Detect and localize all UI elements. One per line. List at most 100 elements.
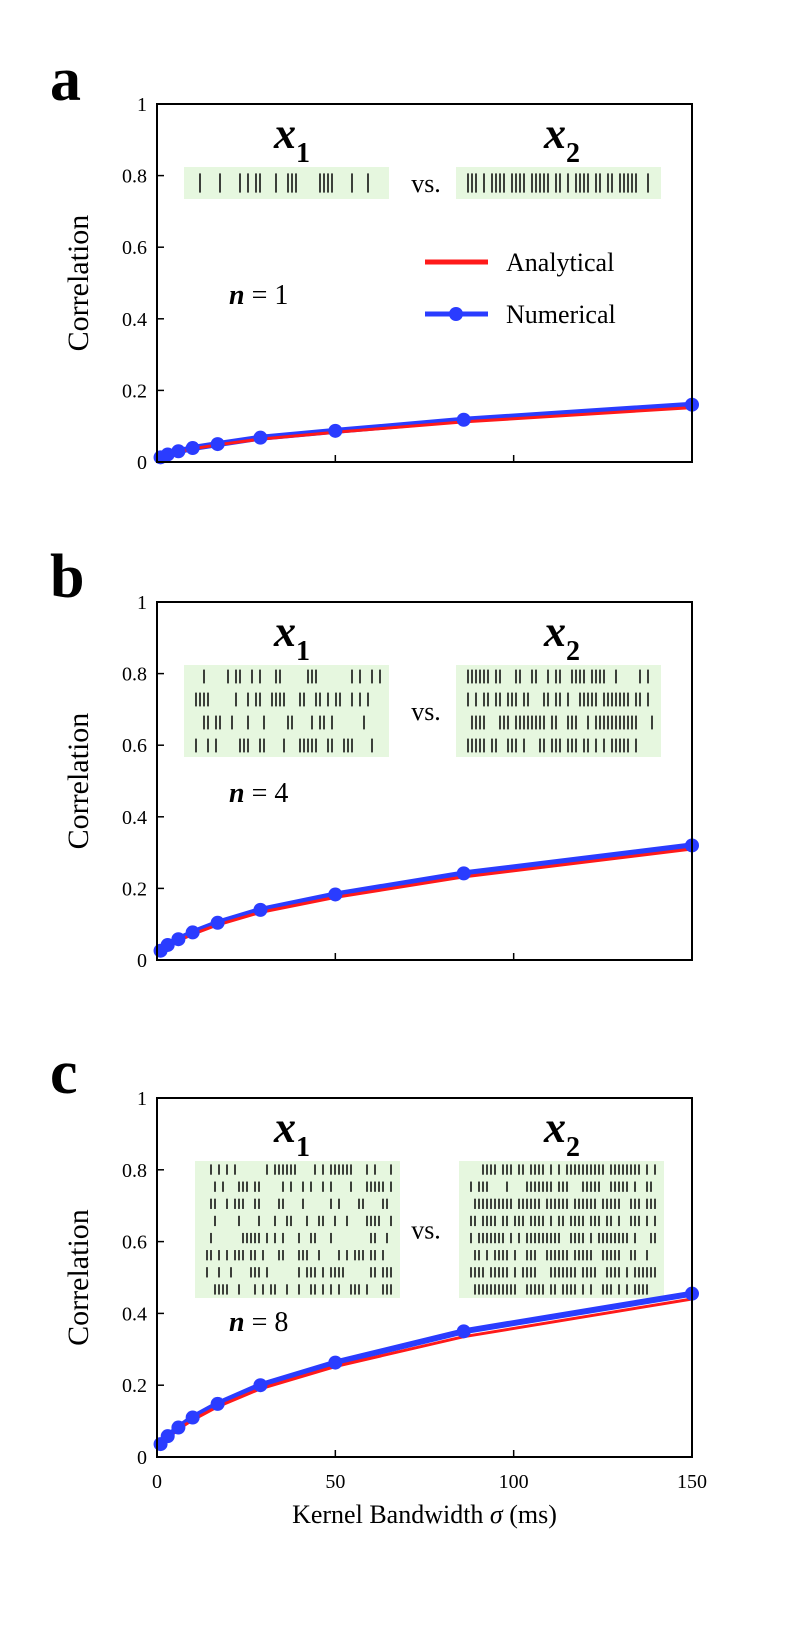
x-tick-label: 100 <box>499 1471 529 1493</box>
n-label: n = 8 <box>229 1307 288 1338</box>
x1-label: x1 <box>273 1103 310 1163</box>
x2-label: x2 <box>543 607 580 667</box>
y-tick-label: 0.2 <box>122 1375 147 1397</box>
sigma-symbol: σ <box>490 1500 504 1529</box>
axes-box <box>156 103 693 463</box>
numerical-point <box>171 932 186 947</box>
x1-label-var: x <box>273 109 296 158</box>
x1-label: x1 <box>273 109 310 169</box>
y-tick-label: 0.6 <box>122 735 147 757</box>
numerical-point <box>328 423 343 438</box>
numerical-point <box>210 915 225 930</box>
x1-label-subscript: 1 <box>296 138 310 169</box>
n-value: = 8 <box>245 1307 289 1338</box>
axes-box <box>156 1097 693 1458</box>
y-tick-label: 0 <box>137 950 147 972</box>
y-axis-label: Correlation <box>62 215 95 352</box>
y-tick-label: 1 <box>137 1088 147 1110</box>
analytical-line <box>159 847 693 953</box>
numerical-point <box>210 437 225 452</box>
raster-background <box>456 167 661 199</box>
numerical-point <box>185 1410 200 1425</box>
y-axis-label: Correlation <box>62 713 95 850</box>
y-tick-label: 1 <box>137 94 147 116</box>
raster-x2 <box>459 1161 664 1298</box>
n-value: = 1 <box>245 280 289 311</box>
x2-label: x2 <box>543 1103 580 1163</box>
x1-label-subscript: 1 <box>296 1132 310 1163</box>
x-axis-label: Kernel Bandwidth σ (ms) <box>292 1500 557 1529</box>
raster-background <box>184 167 389 199</box>
n-variable: n <box>229 1307 245 1338</box>
numerical-point <box>328 887 343 902</box>
numerical-point <box>253 430 268 445</box>
raster-x1 <box>184 665 389 757</box>
x2-label-var: x <box>543 1103 566 1152</box>
numerical-point <box>210 1396 225 1411</box>
y-tick-label: 0 <box>137 452 147 474</box>
raster-x2 <box>456 665 661 757</box>
x-tick-label: 0 <box>152 1471 162 1493</box>
vs-label: vs. <box>411 169 441 198</box>
vs-label: vs. <box>411 697 441 726</box>
n-value: = 4 <box>245 778 289 809</box>
x1-label: x1 <box>273 607 310 667</box>
numerical-point <box>185 441 200 456</box>
x-tick-label: 150 <box>677 1471 707 1493</box>
panel-letter: b <box>50 543 84 611</box>
numerical-point <box>456 866 471 881</box>
numerical-point <box>160 1429 175 1444</box>
numerical-point <box>456 1324 471 1339</box>
analytical-line <box>160 406 693 460</box>
y-tick-label: 0.4 <box>122 309 147 331</box>
x2-label-var: x <box>543 109 566 158</box>
y-tick-label: 0.8 <box>122 166 147 188</box>
numerical-point <box>171 1420 186 1435</box>
numerical-point <box>253 1378 268 1393</box>
numerical-line <box>158 842 693 954</box>
x-axis-label-text: Kernel Bandwidth <box>292 1500 490 1529</box>
numerical-point <box>160 447 175 462</box>
raster-background <box>456 665 661 757</box>
y-tick-label: 0.6 <box>122 237 147 259</box>
panel-letter: c <box>50 1039 78 1107</box>
numerical-point <box>456 412 471 427</box>
y-tick-label: 0.6 <box>122 1232 147 1254</box>
legend-numerical-label: Numerical <box>506 300 616 329</box>
y-tick-label: 0.2 <box>122 878 147 900</box>
y-tick-label: 0.8 <box>122 664 147 686</box>
legend-analytical-label: Analytical <box>506 248 614 277</box>
y-axis-label: Correlation <box>62 1209 95 1346</box>
x1-label-var: x <box>273 1103 296 1152</box>
legend-numerical-marker <box>449 307 463 321</box>
raster-x1 <box>195 1161 400 1298</box>
n-variable: n <box>229 778 245 809</box>
y-tick-label: 0.8 <box>122 1160 147 1182</box>
numerical-point <box>328 1355 343 1370</box>
raster-x1 <box>184 167 389 199</box>
x2-label-var: x <box>543 607 566 656</box>
numerical-point <box>171 444 186 459</box>
axes-box <box>156 601 693 961</box>
numerical-point <box>253 902 268 917</box>
x-axis-label-unit: (ms) <box>503 1500 557 1529</box>
raster-background <box>184 665 389 757</box>
x2-label-subscript: 2 <box>566 1132 580 1163</box>
x2-label-subscript: 2 <box>566 138 580 169</box>
x2-label-subscript: 2 <box>566 636 580 667</box>
x-tick-label: 50 <box>325 1471 345 1493</box>
legend: Analytical Numerical <box>425 248 616 329</box>
raster-x2 <box>456 167 661 199</box>
vs-label: vs. <box>411 1216 441 1245</box>
raster-background <box>195 1161 400 1298</box>
x1-label-subscript: 1 <box>296 636 310 667</box>
y-tick-label: 0.4 <box>122 1303 147 1325</box>
y-tick-label: 0 <box>137 1447 147 1469</box>
n-label: n = 1 <box>229 280 288 311</box>
n-variable: n <box>229 280 245 311</box>
panel-letter: a <box>50 46 81 114</box>
x2-label: x2 <box>543 109 580 169</box>
